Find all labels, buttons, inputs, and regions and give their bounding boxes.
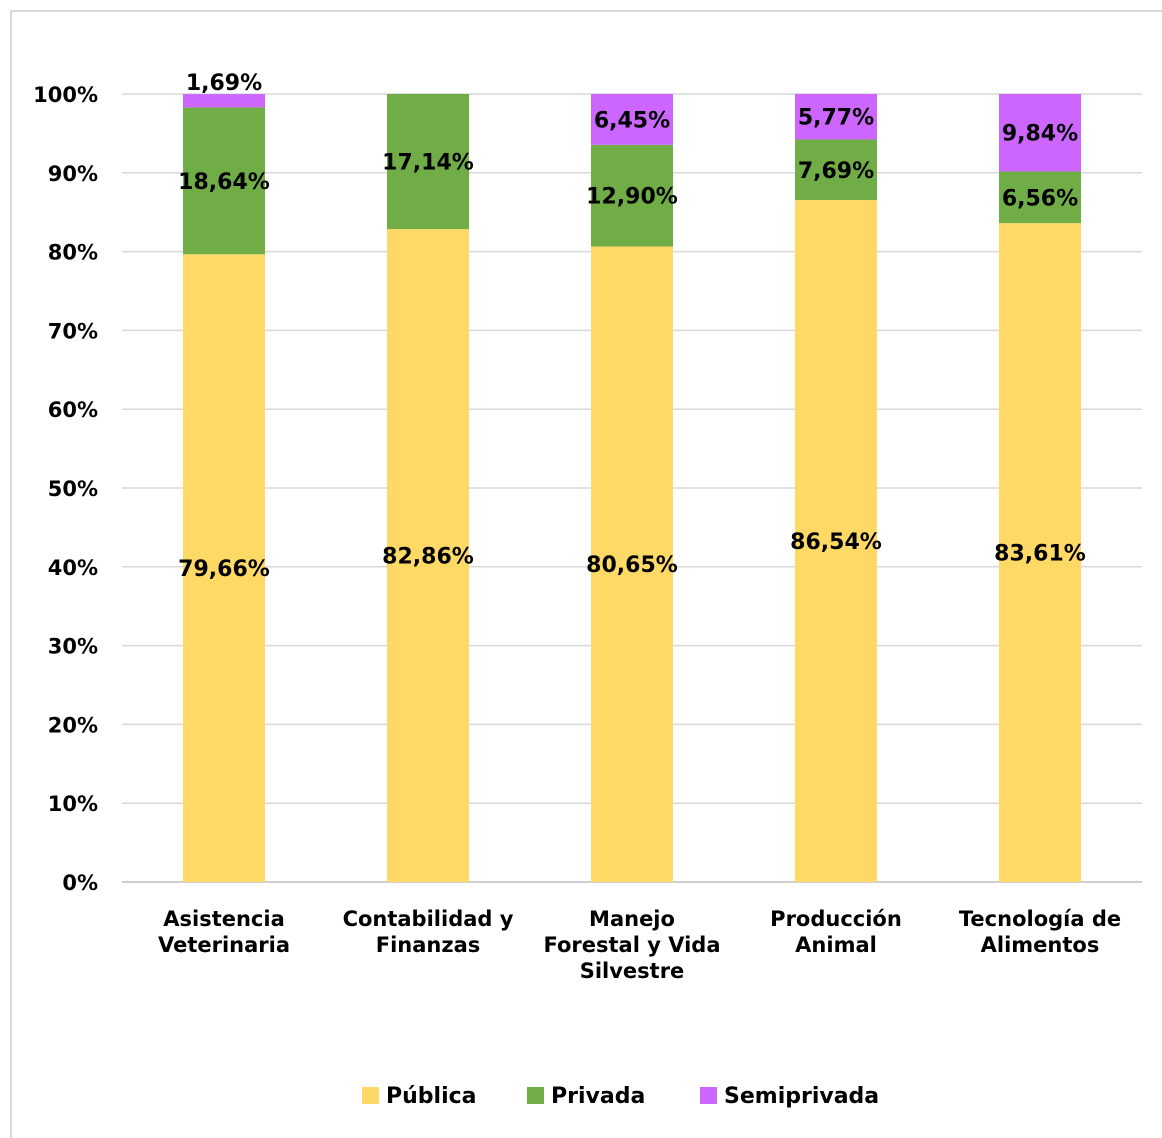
y-tick-label: 20% <box>48 713 98 737</box>
bar-segment-privada <box>183 107 265 255</box>
data-label-pública: 79,66% <box>178 557 270 582</box>
category-label-line: Contabilidad y <box>343 907 514 931</box>
category-label-line: Veterinaria <box>158 933 290 957</box>
bar-segment-semiprivada <box>183 94 265 108</box>
bar-segment-pública <box>795 200 877 882</box>
category-labels: Asistencia Veterinaria Contabilidad y Finan… <box>158 907 1121 983</box>
category-label-line: Manejo <box>589 907 675 931</box>
legend-label-semiprivada: Semiprivada <box>724 1084 879 1109</box>
category-label: Asistencia Veterinaria <box>158 907 290 957</box>
legend-swatch-pública <box>362 1087 379 1104</box>
category-label-line: Alimentos <box>981 933 1100 957</box>
bars <box>183 94 1081 883</box>
category-label: Producción Animal <box>770 907 902 957</box>
data-label-privada: 17,14% <box>382 151 474 176</box>
category-label-line: Silvestre <box>580 959 685 983</box>
category-label: Manejo Forestal y Vida Silvestre <box>543 907 720 983</box>
category-label-line: Tecnología de <box>959 907 1121 931</box>
data-label-semiprivada: 6,45% <box>594 108 670 133</box>
category-label: Tecnología de Alimentos <box>959 907 1121 957</box>
category-label-line: Finanzas <box>376 933 481 957</box>
data-label-privada: 7,69% <box>798 159 874 184</box>
data-label-semiprivada: 9,84% <box>1002 122 1078 147</box>
legend-label-privada: Privada <box>551 1084 645 1109</box>
data-label-pública: 83,61% <box>994 542 1086 567</box>
data-label-pública: 82,86% <box>382 545 474 570</box>
bar-segment-pública <box>183 254 265 883</box>
y-tick-label: 70% <box>48 319 98 343</box>
data-label-semiprivada: 1,69% <box>186 71 262 96</box>
legend-swatch-semiprivada <box>700 1087 717 1104</box>
bar-segment-pública <box>591 246 673 882</box>
category-label-line: Producción <box>770 907 902 931</box>
y-tick-label: 60% <box>48 398 98 422</box>
y-tick-label: 0% <box>62 871 98 895</box>
bar-segment-privada <box>999 171 1081 224</box>
data-label-semiprivada: 5,77% <box>798 106 874 131</box>
data-label-pública: 80,65% <box>586 553 678 578</box>
data-label-pública: 86,54% <box>790 530 882 555</box>
legend-label-pública: Pública <box>386 1084 477 1109</box>
y-tick-label: 40% <box>48 556 98 580</box>
category-label-line: Animal <box>795 933 877 957</box>
category-label-line: Asistencia <box>163 907 285 931</box>
y-tick-label: 100% <box>33 83 98 107</box>
bar-segment-semiprivada <box>795 94 877 140</box>
y-tick-label: 30% <box>48 635 98 659</box>
data-label-privada: 12,90% <box>586 185 678 210</box>
bar-segment-semiprivada <box>591 94 673 145</box>
bar-segment-semiprivada <box>999 94 1081 172</box>
data-label-privada: 18,64% <box>178 170 270 195</box>
bar-segment-pública <box>387 229 469 882</box>
bar-segment-privada <box>795 139 877 201</box>
bar-segment-privada <box>387 94 469 230</box>
legend-swatch-privada <box>527 1087 544 1104</box>
y-tick-label: 90% <box>48 162 98 186</box>
y-tick-label: 80% <box>48 241 98 265</box>
category-label-line: Forestal y Vida <box>543 933 720 957</box>
bar-segment-pública <box>999 223 1081 882</box>
y-tick-label: 50% <box>48 477 98 501</box>
category-label: Contabilidad y Finanzas <box>343 907 514 957</box>
chart-frame <box>10 10 1162 1138</box>
data-labels: 79,66% 18,64% 1,69% 82,86% 17,14% 80,65% 12,90… <box>178 71 1086 582</box>
legend: Pública Privada Semiprivada <box>362 1084 879 1109</box>
y-axis-ticks: 0% 10% 20% 30% 40% 50% 60% 70% 80% 90% 100% <box>33 83 98 895</box>
bar-segment-privada <box>591 144 673 247</box>
y-tick-label: 10% <box>48 792 98 816</box>
data-label-privada: 6,56% <box>1002 186 1078 211</box>
